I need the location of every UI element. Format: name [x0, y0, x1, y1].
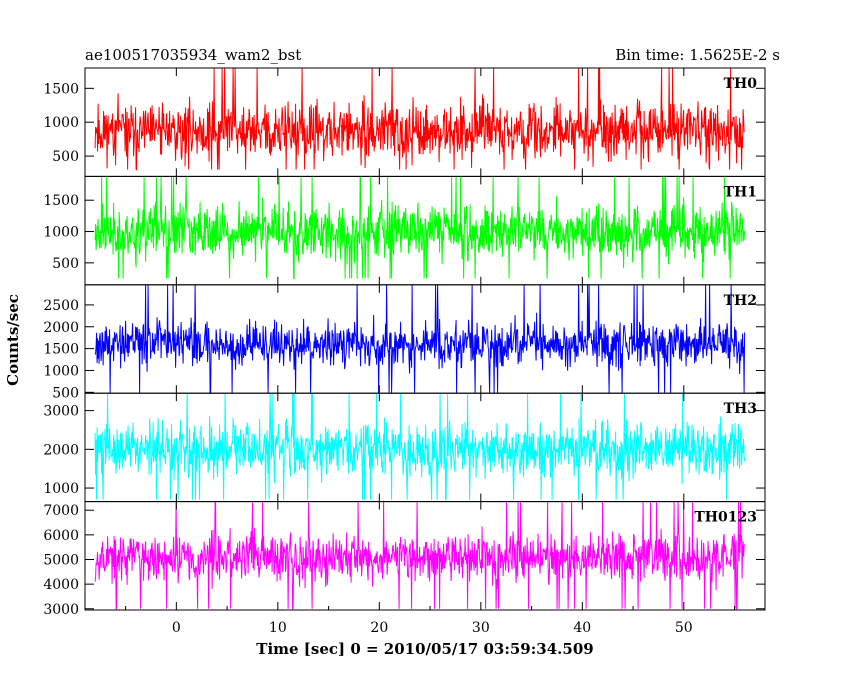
- y-tick-label: 5000: [43, 552, 79, 568]
- x-axis-title: Time [sec] 0 = 2010/05/17 03:59:34.509: [256, 640, 593, 658]
- series-line-th0123: [94, 501, 746, 610]
- y-tick-label: 1500: [43, 81, 79, 97]
- panel-label-th0: TH0: [724, 76, 758, 92]
- header-right-title: Bin time: 1.5625E-2 s: [615, 46, 780, 64]
- series-line-th0: [94, 68, 746, 171]
- x-tick-label: 50: [675, 620, 693, 636]
- x-tick-label: 20: [370, 620, 388, 636]
- y-tick-label: 2000: [43, 442, 79, 458]
- x-tick-label: 40: [573, 620, 591, 636]
- y-tick-label: 500: [52, 385, 79, 401]
- x-tick-label: 10: [269, 620, 287, 636]
- y-tick-label: 4000: [43, 577, 79, 593]
- panels-group: 500 1000 1500 TH0 500 1000 1500 TH1 500 1000 1500 2…: [43, 67, 766, 618]
- y-tick-label: 1500: [43, 342, 79, 358]
- y-tick-label: 2000: [43, 320, 79, 336]
- panel-label-th0123: TH0123: [694, 510, 757, 526]
- y-tick-label: 500: [52, 256, 79, 272]
- y-tick-label: 500: [52, 149, 79, 165]
- x-tick-label: 0: [172, 620, 181, 636]
- panel-label-th1: TH1: [724, 184, 757, 200]
- y-tick-label: 1500: [43, 193, 79, 209]
- x-tick-label: 30: [472, 620, 490, 636]
- y-tick-label: 1000: [43, 481, 79, 497]
- y-tick-label: 7000: [43, 503, 79, 519]
- y-tick-label: 1000: [43, 225, 79, 241]
- y-tick-label: 1000: [43, 115, 79, 131]
- panel-label-th2: TH2: [724, 293, 757, 309]
- panel-label-th3: TH3: [724, 401, 757, 417]
- header-left-title: ae100517035934_wam2_bst: [85, 46, 301, 64]
- panel-frame-th0123: [84, 501, 766, 611]
- x-axis: 0 10 20 30 40 50: [125, 606, 736, 636]
- y-tick-label: 6000: [43, 528, 79, 544]
- y-tick-label: 3000: [43, 602, 79, 618]
- y-tick-label: 1000: [43, 363, 79, 379]
- y-tick-label: 2500: [43, 298, 79, 314]
- y-axis-title: Counts/sec: [4, 294, 22, 386]
- series-line-th3: [94, 393, 746, 501]
- series-line-th1: [94, 176, 746, 279]
- series-line-th2: [94, 284, 746, 394]
- y-tick-label: 3000: [43, 404, 79, 420]
